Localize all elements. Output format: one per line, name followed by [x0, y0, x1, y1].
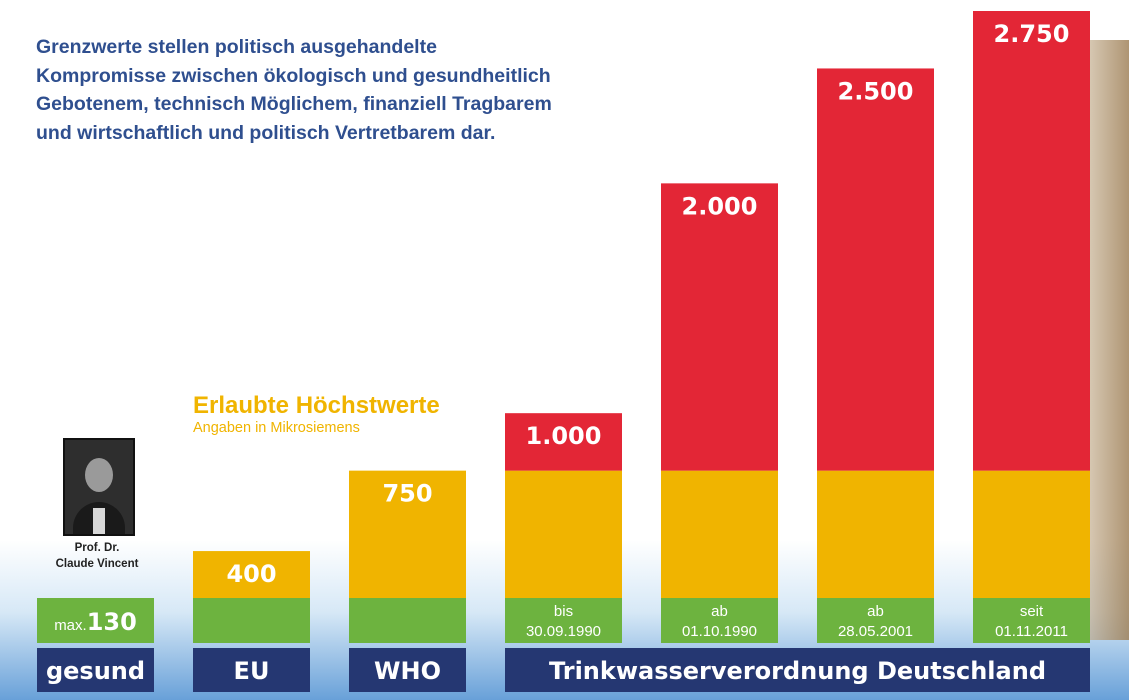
bar-red-segment [661, 183, 778, 471]
bar-yellow-segment [973, 470, 1090, 598]
bar-green-segment [661, 598, 778, 643]
bar-yellow-segment [661, 470, 778, 598]
bar-value-label: 400 [226, 560, 276, 588]
category-label-box [349, 648, 466, 692]
portrait-shirt [93, 508, 105, 534]
bar-yellow-segment [349, 470, 466, 598]
bar-green-segment [349, 598, 466, 643]
category-label-box [193, 648, 310, 692]
bar-value-prefix: max. [54, 617, 87, 634]
quote-text: Grenzwerte stellen politisch ausgehandel… [36, 36, 552, 144]
bar-red-segment [817, 68, 934, 471]
bar-green-segment [817, 598, 934, 643]
bar-value-number: 130 [87, 608, 137, 636]
bar-value-label: 750 [382, 480, 432, 508]
bar-green-segment [193, 598, 310, 643]
portrait-caption-title: Prof. Dr. [74, 542, 120, 554]
bar-green-segment [37, 598, 154, 643]
bar-green-segment [505, 598, 622, 643]
bar-red-segment [505, 413, 622, 471]
bar-yellow-segment [505, 470, 622, 598]
bar-date-label: seit [1020, 603, 1044, 620]
chart-subtitle: Erlaubte Höchstwerte [193, 392, 440, 419]
bar-yellow-segment [193, 551, 310, 598]
bar-red-segment [973, 11, 1090, 471]
portrait-photo [63, 438, 135, 536]
chart-unit-note: Angaben in Mikrosiemens [193, 420, 360, 436]
category-label: WHO [374, 657, 441, 685]
category-label: gesund [46, 657, 145, 685]
portrait-caption-name: Claude Vincent [55, 558, 139, 570]
bar-value-label: 2.500 [838, 77, 914, 105]
bar-date-label: 01.11.2011 [995, 623, 1068, 640]
bar-date-label: bis [554, 603, 573, 620]
bar-date-label: 30.09.1990 [526, 623, 601, 640]
bar-yellow-segment [817, 470, 934, 598]
category-label: Trinkwasserverordnung Deutschland [549, 657, 1046, 685]
category-label-box [505, 648, 1090, 692]
bar-green-segment [973, 598, 1090, 643]
bar-value-label: 2.750 [994, 20, 1070, 48]
bar-value-label: 1.000 [526, 422, 602, 450]
bar-date-label: 01.10.1990 [682, 623, 757, 640]
category-label: EU [234, 657, 270, 685]
category-label-box [37, 648, 154, 692]
portrait-caption: Prof. Dr. Claude Vincent [44, 540, 150, 572]
bar-value-label: 2.000 [682, 192, 758, 220]
bar-date-label: ab [711, 603, 728, 620]
portrait-face [85, 458, 113, 492]
bar-date-label: ab [867, 603, 884, 620]
bar-value-label: max.130 [54, 608, 137, 636]
bar-date-label: 28.05.2001 [838, 623, 913, 640]
